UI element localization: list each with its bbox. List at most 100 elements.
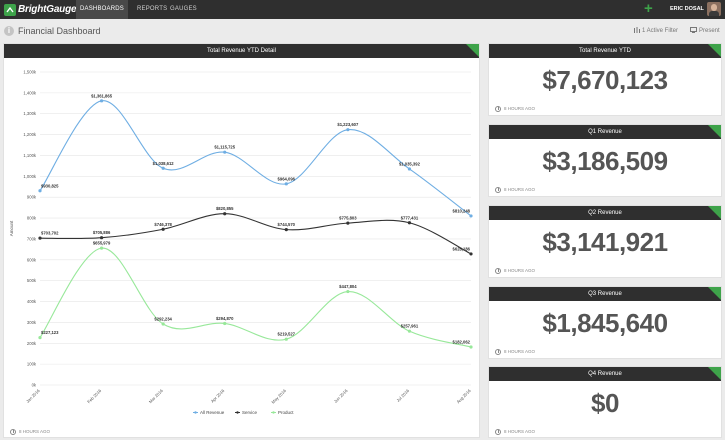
- clock-icon: [495, 429, 501, 435]
- kpi-value: $0: [591, 388, 619, 418]
- data-label-service: $703,702: [41, 231, 59, 236]
- data-point-product: [346, 289, 350, 294]
- y-tick-label: 1,100k: [23, 153, 36, 158]
- nav-tab-gauges[interactable]: GAUGES: [170, 6, 197, 12]
- data-point-service: [284, 228, 288, 232]
- data-label-product: $227,123: [41, 330, 59, 335]
- data-point-all-revenue: [469, 214, 473, 218]
- data-point-service: [99, 236, 104, 240]
- data-point-service: [223, 212, 227, 216]
- data-point-all-revenue: [38, 189, 42, 193]
- data-point-product: [99, 246, 104, 250]
- legend-item-all-revenue: All Revenue: [200, 410, 225, 415]
- filter-icon: [634, 27, 640, 33]
- widget-corner-flag: [708, 125, 721, 138]
- kpi-updated: 8 HOURS AGO: [495, 186, 535, 194]
- x-tick-label: Aug 2016: [455, 388, 472, 405]
- legend-item-service: Service: [242, 410, 258, 415]
- page-title: Financial Dashboard: [18, 26, 101, 36]
- chart-updated: 8 HOURS AGO: [10, 428, 50, 436]
- y-tick-label: 1,300k: [23, 111, 36, 116]
- info-icon[interactable]: i: [4, 26, 14, 36]
- kpi-q4-revenue[interactable]: Q4 Revenue $0 8 HOURS AGO: [488, 366, 722, 438]
- kpi-title: Q4 Revenue: [489, 367, 721, 381]
- clock-icon: [495, 106, 501, 112]
- plus-icon[interactable]: +: [644, 0, 653, 17]
- kpi-updated-text: 8 HOURS AGO: [504, 106, 536, 111]
- data-point-all-revenue: [223, 150, 227, 154]
- kpi-updated: 8 HOURS AGO: [495, 267, 535, 275]
- kpi-q1-revenue[interactable]: Q1 Revenue $3,186,509 8 HOURS AGO: [488, 124, 722, 197]
- nav-tab-reports[interactable]: REPORTS: [137, 6, 168, 12]
- kpi-q2-revenue[interactable]: Q2 Revenue $3,141,921 8 HOURS AGO: [488, 205, 722, 278]
- present-button[interactable]: Present: [690, 26, 720, 36]
- kpi-title: Total Revenue YTD: [489, 44, 721, 58]
- x-tick-label: Jan 2016: [25, 388, 41, 404]
- kpi-value: $1,845,640: [542, 308, 668, 338]
- widget-corner-flag: [708, 367, 721, 380]
- data-label-all-revenue: $1,361,865: [91, 93, 113, 98]
- data-label-service: $777,431: [401, 215, 419, 220]
- data-label-all-revenue: $1,115,725: [214, 145, 235, 150]
- kpi-total-revenue-ytd[interactable]: Total Revenue YTD $7,670,123 8 HOURS AGO: [488, 43, 722, 116]
- series-line-all-revenue: [39, 100, 472, 217]
- data-label-service: $705,886: [93, 230, 111, 235]
- y-tick-label: 1,400k: [23, 90, 36, 95]
- active-filter-label: 1 Active Filter: [642, 28, 679, 34]
- kpi-title: Q2 Revenue: [489, 206, 721, 220]
- y-tick-label: 500k: [27, 278, 37, 283]
- dashboard-header: i Financial Dashboard 1 Active Filter Pr…: [0, 19, 725, 43]
- present-icon: [690, 27, 697, 33]
- data-label-service: $820,855: [216, 206, 234, 211]
- y-tick-label: 200k: [27, 341, 37, 346]
- y-tick-label: 900k: [27, 195, 37, 200]
- brand-logo[interactable]: BrightGauge: [4, 2, 77, 17]
- data-label-service: $744,570: [278, 222, 296, 227]
- kpi-value: $7,670,123: [542, 65, 668, 95]
- data-label-service: $775,803: [339, 216, 357, 221]
- active-filter-button[interactable]: 1 Active Filter: [634, 26, 678, 36]
- y-tick-label: 600k: [27, 257, 37, 262]
- data-point-service: [346, 221, 350, 225]
- avatar[interactable]: [707, 2, 721, 16]
- present-label: Present: [699, 28, 720, 34]
- data-label-all-revenue: $1,223,607: [337, 122, 359, 127]
- kpi-updated-text: 8 HOURS AGO: [504, 349, 536, 354]
- data-point-product: [284, 337, 288, 341]
- y-tick-label: 0k: [32, 383, 37, 388]
- kpi-updated-text: 8 HOURS AGO: [504, 429, 536, 434]
- kpi-q3-revenue[interactable]: Q3 Revenue $1,845,640 8 HOURS AGO: [488, 286, 722, 359]
- y-axis-label: Amount: [9, 220, 14, 236]
- user-name[interactable]: ERIC DOSAL: [670, 6, 704, 12]
- kpi-updated: 8 HOURS AGO: [495, 348, 535, 356]
- chart-widget-title: Total Revenue YTD Detail: [4, 44, 479, 58]
- clock-icon: [10, 429, 16, 435]
- y-tick-label: 1,200k: [23, 132, 36, 137]
- data-point-all-revenue: [99, 99, 104, 103]
- kpi-updated: 8 HOURS AGO: [495, 428, 535, 436]
- data-point-all-revenue: [161, 166, 165, 170]
- data-point-product: [161, 322, 165, 326]
- x-tick-label: Mar 2016: [148, 388, 165, 405]
- legend-item-product: Product: [278, 410, 294, 415]
- x-tick-label: Jul 2016: [395, 388, 410, 403]
- data-label-all-revenue: $1,038,612: [153, 161, 175, 166]
- data-point-service: [161, 227, 165, 231]
- y-tick-label: 1,000k: [23, 174, 36, 179]
- legend-dot-all-revenue: [194, 411, 197, 414]
- clock-icon: [495, 349, 501, 355]
- widget-corner-flag: [708, 44, 721, 57]
- data-label-all-revenue: $964,096: [278, 176, 296, 181]
- data-label-all-revenue: $930,825: [41, 183, 59, 188]
- y-tick-label: 300k: [27, 320, 37, 325]
- y-tick-label: 100k: [27, 362, 37, 367]
- kpi-updated-text: 8 HOURS AGO: [504, 268, 536, 273]
- data-point-all-revenue: [407, 167, 412, 171]
- data-point-all-revenue: [284, 182, 288, 186]
- chart-updated-text: 8 HOURS AGO: [19, 429, 51, 434]
- data-label-service: $746,378: [154, 222, 172, 227]
- y-tick-label: 700k: [27, 236, 37, 241]
- widget-corner-flag: [708, 287, 721, 300]
- nav-tab-dashboards[interactable]: DASHBOARDS: [76, 0, 128, 19]
- data-point-product: [223, 321, 227, 326]
